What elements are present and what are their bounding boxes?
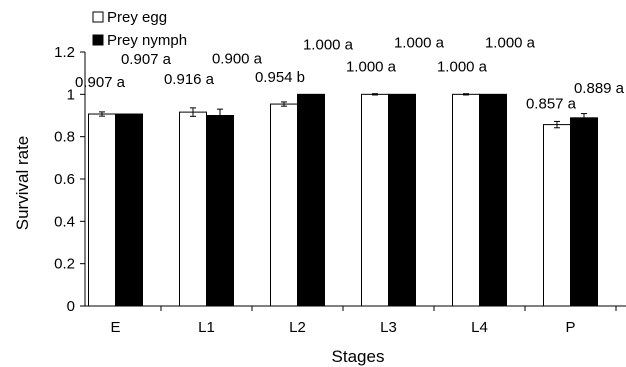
x-tick-label: L1 [198,319,215,336]
legend: Prey egg Prey nymph [92,9,187,49]
legend-label-prey-nymph: Prey nymph [107,32,187,49]
bar-prey-egg [452,93,480,307]
plot-area: 0 0.2 0.4 0.6 0.8 1 1.2 E 0.907 a 0.907 a L1 0.916 … [54,34,626,336]
data-label: 1.000 a [346,58,397,75]
data-label: 0.900 a [212,51,263,68]
data-label: 0.907 a [75,74,126,91]
data-label: 1.000 a [394,34,445,51]
bar-prey-nymph [570,117,598,307]
legend-label-prey-egg: Prey egg [107,9,167,26]
y-tick-label: 1 [67,86,75,103]
bar-prey-nymph [206,115,234,307]
x-axis-title: Stages [332,347,385,366]
y-tick-label: 0.6 [54,171,75,188]
bar-prey-egg [543,124,571,307]
y-axis-title: Survival rate [13,136,32,230]
bar-prey-nymph [297,93,325,307]
x-tick-label: P [565,319,575,336]
data-label: 0.954 b [255,69,305,86]
x-tick-label: L2 [289,319,306,336]
data-label: 0.916 a [164,71,215,88]
bar-prey-egg [88,113,116,307]
legend-swatch-prey-egg [92,11,104,23]
data-label: 1.000 a [437,58,488,75]
y-tick-label: 1.2 [54,44,75,61]
data-label: 1.000 a [485,34,536,51]
bar-prey-egg [179,111,207,307]
y-tick-label: 0.8 [54,129,75,146]
bar-prey-egg [270,103,298,307]
y-tick-label: 0 [67,298,75,315]
data-label: 0.857 a [526,96,577,113]
bar-prey-nymph [388,93,416,307]
x-tick-label: L3 [380,319,397,336]
legend-swatch-prey-nymph [92,34,104,46]
bar-prey-nymph [479,93,507,307]
data-label: 0.889 a [574,80,625,97]
bar-prey-nymph [115,113,143,307]
x-tick-label: E [110,319,120,336]
y-tick-label: 0.2 [54,256,75,273]
bar-prey-egg [361,93,389,307]
data-label: 1.000 a [303,36,354,53]
x-tick-label: L4 [471,319,488,336]
y-tick-label: 0.4 [54,213,75,230]
data-label: 0.907 a [121,51,172,68]
